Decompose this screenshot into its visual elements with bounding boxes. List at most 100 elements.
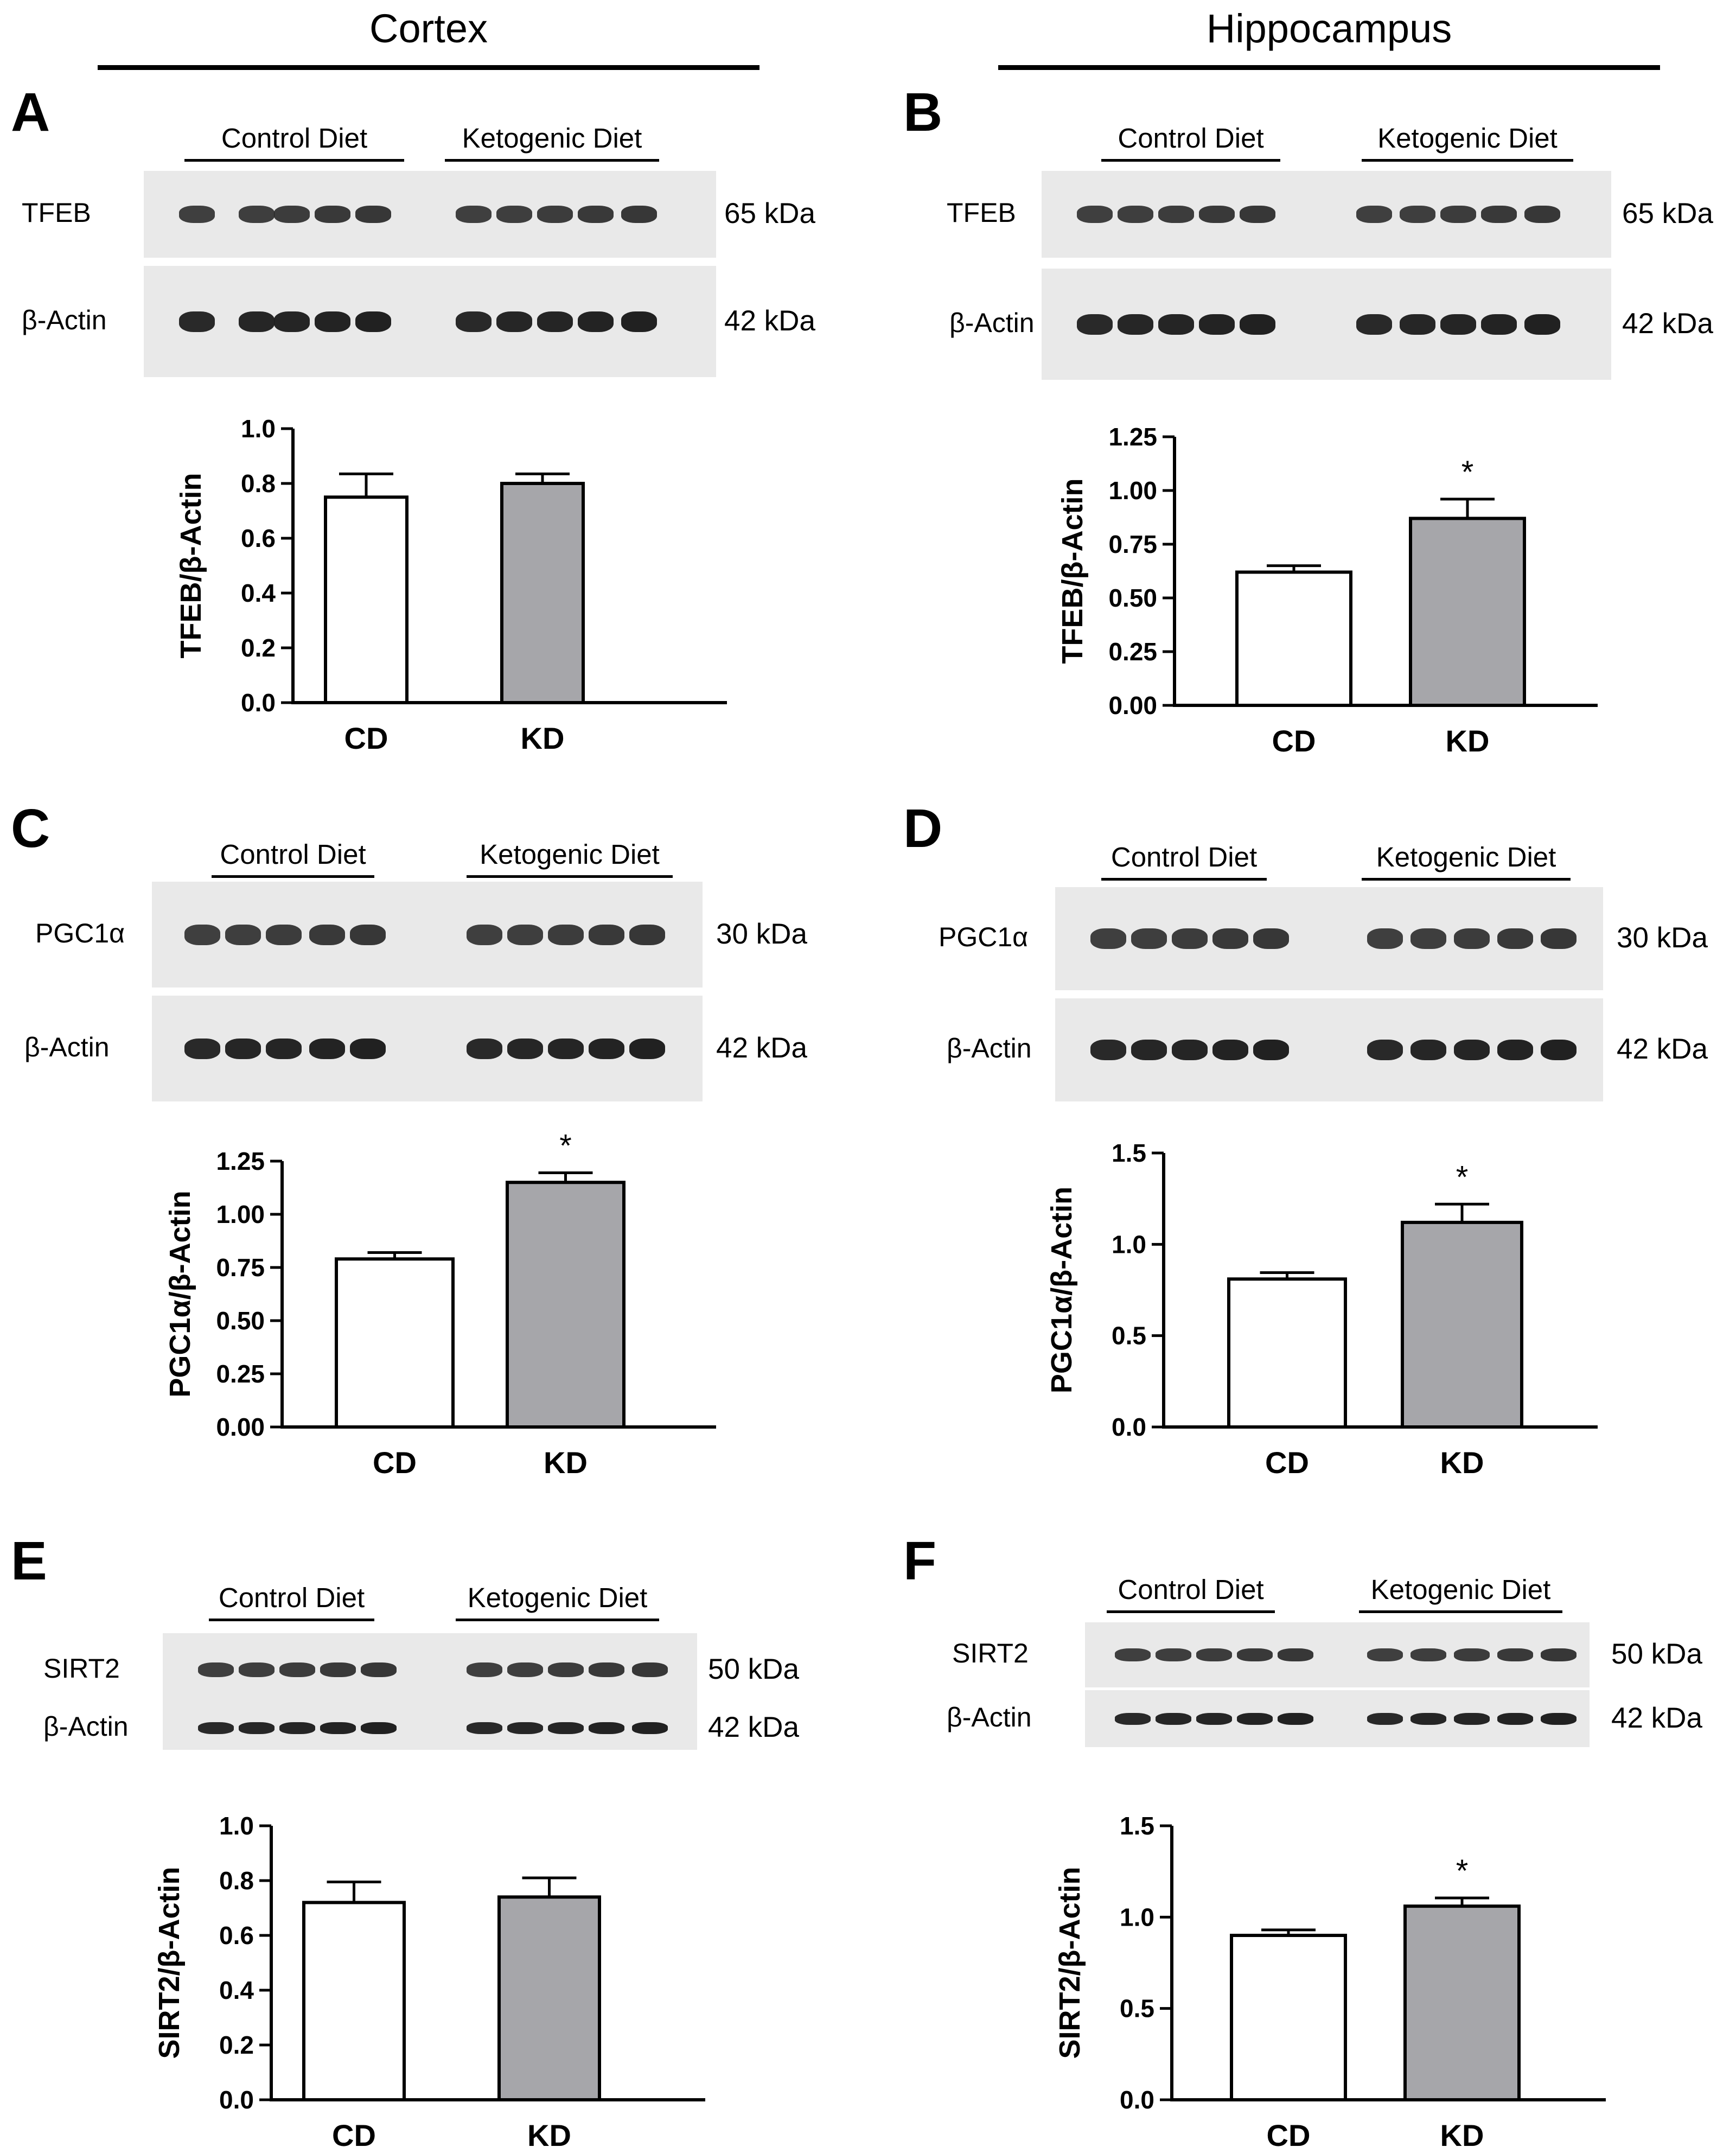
blot-band-f-0 (1156, 1648, 1191, 1661)
y-tick-label-f: 1.5 (1120, 1812, 1154, 1840)
blot-band-d-1 (1367, 1040, 1403, 1060)
blot-band-e-1 (589, 1722, 624, 1734)
blot-band-c-1 (350, 1038, 386, 1059)
blot-band-a-1 (315, 311, 350, 332)
y-tick-label-e: 0.8 (219, 1866, 254, 1895)
blot-band-a-0 (456, 206, 492, 223)
blot-band-f-1 (1237, 1712, 1273, 1725)
y-tick-label-e: 0.6 (219, 1921, 254, 1949)
kda-label-d-0: 30 kDa (1617, 922, 1708, 954)
blot-band-a-1 (355, 311, 391, 332)
blot-band-a-1 (274, 311, 310, 332)
blot-band-f-0 (1410, 1648, 1446, 1661)
y-tick-label-a: 1.0 (241, 415, 276, 443)
y-tick-label-c: 0.25 (216, 1360, 265, 1388)
y-tick-label-a: 0.0 (241, 689, 276, 717)
blot-band-e-0 (589, 1662, 624, 1677)
cortex-rule (98, 65, 760, 70)
y-tick-label-b: 1.25 (1108, 423, 1157, 451)
kda-label-e-1: 42 kDa (708, 1711, 799, 1743)
blot-band-c-1 (629, 1038, 665, 1059)
blot-band-a-1 (578, 311, 614, 332)
blot-band-b-0 (1118, 206, 1153, 223)
blot-band-e-0 (320, 1662, 356, 1677)
blot-label-d-0: PGC1α (939, 922, 1029, 952)
blot-band-a-1 (496, 311, 532, 332)
blot-band-b-1 (1400, 314, 1435, 335)
y-tick-label-d: 1.0 (1112, 1230, 1146, 1258)
blot-band-d-0 (1367, 928, 1403, 949)
blot-band-a-1 (456, 311, 492, 332)
blot-band-b-0 (1400, 206, 1435, 223)
panel-letter-f: F (903, 1531, 937, 1591)
blot-band-c-0 (184, 924, 220, 945)
blot-band-b-0 (1077, 206, 1113, 223)
significance-star-c: * (559, 1129, 572, 1164)
y-tick-label-b: 1.00 (1108, 476, 1157, 505)
blot-band-f-0 (1541, 1648, 1577, 1661)
group-rule-e-0 (209, 1619, 374, 1621)
panel-letter-d: D (903, 798, 943, 859)
y-tick-label-c: 0.00 (216, 1413, 265, 1441)
blot-band-f-1 (1156, 1712, 1191, 1725)
blot-band-e-0 (467, 1662, 502, 1677)
blot-band-c-1 (467, 1038, 502, 1059)
blot-band-f-0 (1454, 1648, 1490, 1661)
bar-cd-d (1227, 1277, 1347, 1429)
blot-band-d-1 (1172, 1040, 1208, 1060)
bar-cd-c (335, 1257, 455, 1429)
blot-band-c-0 (548, 924, 584, 945)
x-category-label-kd-f: KD (1440, 2118, 1484, 2147)
blot-band-c-0 (507, 924, 543, 945)
y-tick-label-c: 0.50 (216, 1307, 265, 1335)
blot-band-d-0 (1541, 928, 1577, 949)
group-label-control-e: Control Diet (218, 1582, 365, 1613)
x-category-label-kd-e: KD (527, 2118, 571, 2147)
group-rule-e-1 (456, 1619, 659, 1621)
y-tick-label-e: 0.4 (219, 1976, 254, 2004)
blot-band-e-0 (507, 1662, 543, 1677)
blot-band-f-0 (1115, 1648, 1151, 1661)
blot-band-e-1 (320, 1722, 356, 1734)
blot-band-e-1 (548, 1722, 584, 1734)
panel-letter-a: A (11, 82, 50, 143)
blot-band-e-1 (279, 1722, 315, 1734)
y-tick-label-d: 1.5 (1112, 1139, 1146, 1167)
y-tick-label-f: 0.5 (1120, 1995, 1154, 2023)
y-axis-label-b: TFEB/β-Actin (1056, 479, 1089, 664)
y-tick-label-b: 0.00 (1108, 691, 1157, 719)
y-axis-label-d: PGC1α/β-Actin (1045, 1187, 1078, 1393)
group-label-control-f: Control Diet (1118, 1574, 1264, 1605)
blot-band-c-1 (184, 1038, 220, 1059)
group-label-ketogenic-d: Ketogenic Diet (1376, 842, 1556, 872)
group-label-ketogenic-a: Ketogenic Diet (462, 123, 642, 154)
y-tick-label-b: 0.50 (1108, 584, 1157, 612)
blot-band-a-0 (496, 206, 532, 223)
blot-band-b-1 (1356, 314, 1392, 335)
y-axis-label-e: SIRT2/β-Actin (153, 1867, 186, 2059)
blot-band-b-1 (1077, 314, 1113, 335)
group-label-control-a: Control Diet (221, 123, 368, 154)
blot-band-c-0 (589, 924, 624, 945)
y-tick-label-c: 0.75 (216, 1253, 265, 1282)
blot-band-b-0 (1440, 206, 1476, 223)
blot-band-a-0 (537, 206, 573, 223)
group-label-ketogenic-f: Ketogenic Diet (1370, 1574, 1551, 1605)
y-axis-label-f: SIRT2/β-Actin (1054, 1867, 1086, 2059)
blot-band-d-1 (1090, 1040, 1126, 1060)
blot-band-a-0 (179, 206, 215, 223)
x-category-label-cd-f: CD (1267, 2118, 1311, 2147)
blot-band-d-0 (1410, 928, 1446, 949)
blot-band-e-1 (507, 1722, 543, 1734)
blot-band-c-1 (266, 1038, 302, 1059)
group-label-control-c: Control Diet (220, 839, 366, 870)
kda-label-b-0: 65 kDa (1622, 198, 1713, 230)
panel-letter-e: E (11, 1531, 47, 1591)
cortex-title: Cortex (369, 6, 488, 51)
x-category-label-kd-b: KD (1446, 724, 1490, 758)
blot-band-c-1 (548, 1038, 584, 1059)
group-label-ketogenic-b: Ketogenic Diet (1377, 123, 1558, 154)
blot-band-c-0 (225, 924, 261, 945)
blot-band-c-1 (225, 1038, 261, 1059)
